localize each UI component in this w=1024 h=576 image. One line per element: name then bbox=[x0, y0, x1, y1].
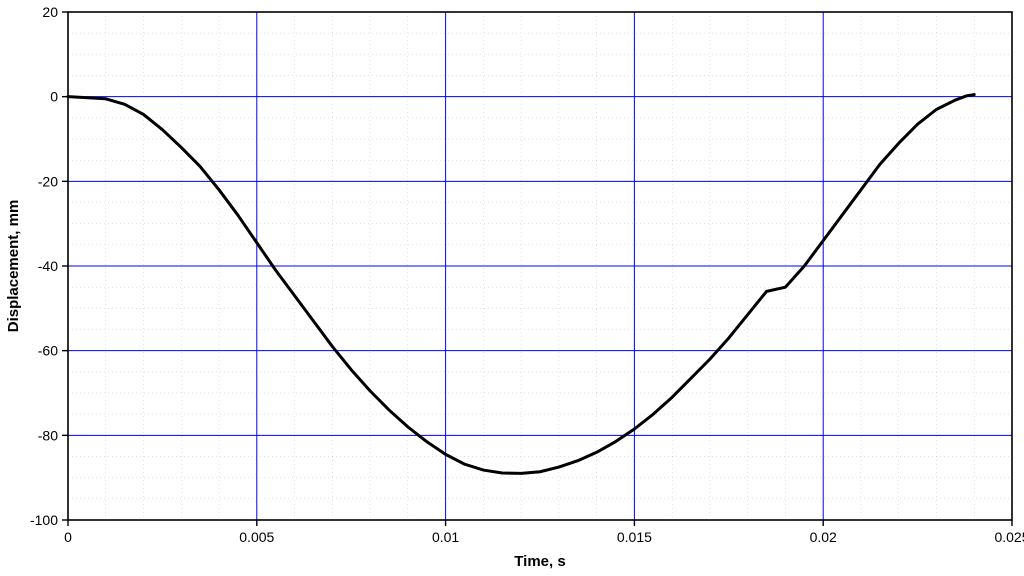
y-tick-label: -100 bbox=[30, 512, 58, 528]
y-tick-label: 20 bbox=[42, 4, 58, 20]
y-axis-label: Displacement, mm bbox=[5, 200, 22, 333]
x-tick-label: 0.025 bbox=[994, 529, 1024, 545]
displacement-time-chart: 0 0.005 0.01 0.015 0.02 0.025 -100 -80 -60 -40 -20… bbox=[0, 0, 1024, 576]
x-axis-label: Time, s bbox=[514, 553, 565, 570]
y-tick-label: 0 bbox=[50, 89, 58, 105]
x-tick-label: 0 bbox=[64, 529, 72, 545]
y-tick-label: -60 bbox=[38, 343, 58, 359]
y-tick-label: -80 bbox=[38, 427, 58, 443]
y-tick-label: -20 bbox=[38, 173, 58, 189]
x-tick-label: 0.02 bbox=[810, 529, 837, 545]
x-tick-label: 0.005 bbox=[239, 529, 274, 545]
x-tick-label: 0.015 bbox=[617, 529, 652, 545]
y-tick-label: -40 bbox=[38, 258, 58, 274]
x-tick-label: 0.01 bbox=[432, 529, 459, 545]
